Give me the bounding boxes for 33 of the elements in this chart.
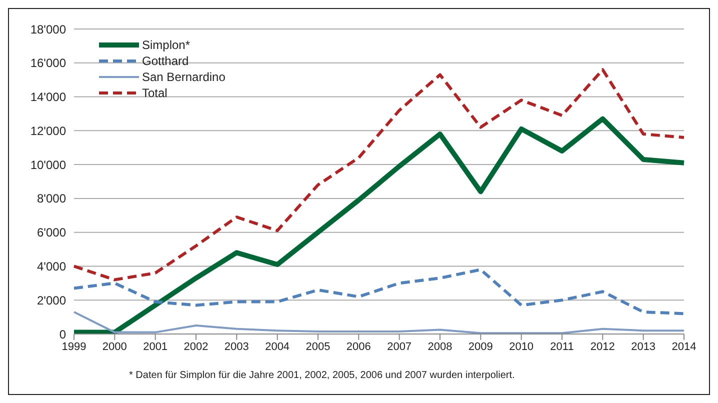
legend-label: San Bernardino bbox=[142, 69, 226, 85]
x-tick-label: 2013 bbox=[631, 340, 656, 353]
y-tick-label: 4'000 bbox=[37, 259, 66, 274]
x-tick-label: 2007 bbox=[387, 340, 412, 353]
y-tick-label: 12'000 bbox=[30, 124, 66, 138]
text: * Daten für Simplon für die Jahre 2001, 2002, 2005, 2006 und 2007 wurden interpoliert. bbox=[129, 370, 516, 381]
y-tick-label: 2'000 bbox=[37, 293, 66, 308]
line-series bbox=[72, 268, 686, 316]
x-tick-label: 2011 bbox=[550, 340, 574, 353]
x-tick-label: 2002 bbox=[184, 340, 208, 353]
x-tick-label: 2006 bbox=[346, 340, 371, 353]
x-tick-label: 2012 bbox=[590, 340, 615, 353]
y-tick-label: 10'000 bbox=[30, 158, 66, 172]
x-tick-label: 2009 bbox=[468, 340, 493, 353]
y-tick-label: 8'000 bbox=[37, 192, 66, 206]
x-tick-label: 2004 bbox=[265, 340, 290, 353]
y-tick-label: 0 bbox=[59, 327, 66, 342]
x-tick-label: 2000 bbox=[102, 340, 127, 353]
y-tick-label: 16'000 bbox=[30, 56, 66, 70]
x-tick-label: 2005 bbox=[306, 340, 330, 353]
line-series bbox=[72, 68, 686, 282]
legend-label: Total bbox=[142, 85, 168, 101]
x-tick-label: 2001 bbox=[143, 340, 168, 353]
x-tick-label: 1999 bbox=[62, 340, 86, 353]
y-tick-label: 6'000 bbox=[37, 226, 66, 240]
x-tick-label: 2008 bbox=[428, 340, 452, 353]
y-tick-label: 14'000 bbox=[30, 90, 66, 104]
x-tick-label: 2010 bbox=[509, 340, 534, 353]
legend-label: Gotthard bbox=[142, 53, 189, 69]
x-tick-label: 2014 bbox=[672, 340, 696, 353]
y-tick-label: 18'000 bbox=[30, 22, 66, 36]
legend-label: Simplon* bbox=[142, 37, 190, 53]
x-tick-label: 2003 bbox=[224, 340, 249, 353]
